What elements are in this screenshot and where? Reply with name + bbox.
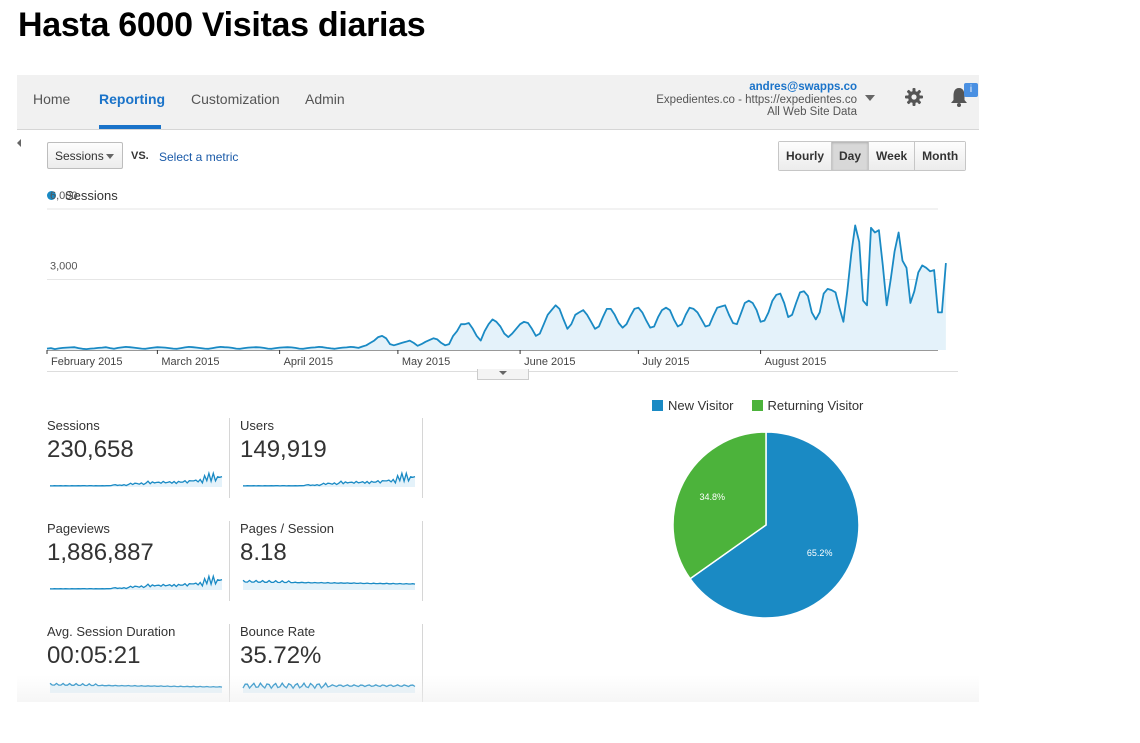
metric-label: Bounce Rate <box>240 624 316 639</box>
metric-dropdown-value: Sessions <box>55 149 104 163</box>
legend-swatch <box>751 400 763 411</box>
vs-label: VS. <box>131 150 149 162</box>
metric-label: Avg. Session Duration <box>47 624 176 639</box>
x-tick-label: May 2015 <box>402 356 450 368</box>
pie-legend: New Visitor Returning Visitor <box>652 398 863 413</box>
select-metric-link[interactable]: Select a metric <box>159 150 239 164</box>
sparkline-line <box>49 470 223 487</box>
chevron-down-icon <box>499 371 507 375</box>
account-view: All Web Site Data <box>767 106 857 118</box>
chevron-down-icon <box>106 154 114 159</box>
metric-card-sessions[interactable]: Sessions 230,658 <box>47 418 230 498</box>
active-tab-indicator <box>99 125 161 129</box>
metric-value: 230,658 <box>47 436 134 463</box>
gear-icon[interactable] <box>904 87 924 107</box>
tab-reporting[interactable]: Reporting <box>99 91 166 107</box>
pie-legend-returning-visitor[interactable]: Returning Visitor <box>751 398 864 413</box>
bottom-fade <box>17 675 979 702</box>
metric-card-users[interactable]: Users 149,919 <box>240 418 423 498</box>
metric-value: 00:05:21 <box>47 642 141 669</box>
metric-value: 35.72% <box>240 642 322 669</box>
y-tick-label: 3,000 <box>50 261 78 273</box>
x-tick-label: June 2015 <box>524 356 575 368</box>
metric-label: Pages / Session <box>240 521 334 536</box>
legend-label: New Visitor <box>668 398 734 413</box>
sparkline <box>49 573 223 590</box>
top-nav-bar: Home Reporting Customization Admin andre… <box>17 75 979 130</box>
page-headline: Hasta 6000 Visitas diarias <box>18 6 426 44</box>
granularity-month-button[interactable]: Month <box>915 142 966 170</box>
sparkline-area <box>243 473 415 487</box>
account-email: andres@swapps.co <box>749 81 857 93</box>
metric-card-pages-per-session[interactable]: Pages / Session 8.18 <box>240 521 423 601</box>
y-tick-label: 6,000 <box>50 190 78 202</box>
pie-slice <box>672 431 767 580</box>
tab-customization[interactable]: Customization <box>191 91 280 107</box>
legend-swatch <box>652 400 663 411</box>
metric-label: Sessions <box>47 418 100 433</box>
sessions-line-chart: 6,000 3,000 February 2015 March 2015 April 2… <box>46 190 947 368</box>
x-tick-label: April 2015 <box>284 356 334 368</box>
account-property: Expedientes.co - https://expedientes.co <box>656 93 857 106</box>
tab-admin[interactable]: Admin <box>305 91 345 107</box>
granularity-switch: Hourly Day Week Month <box>778 141 967 171</box>
notification-badge: i <box>964 83 978 97</box>
x-tick-label: February 2015 <box>51 356 123 368</box>
sparkline <box>49 470 223 487</box>
legend-label: Returning Visitor <box>767 398 864 413</box>
x-tick-label: August 2015 <box>765 356 827 368</box>
sparkline-area <box>50 473 222 487</box>
chevron-down-icon[interactable] <box>865 95 875 101</box>
legend-label: Sessions <box>65 188 118 203</box>
sparkline <box>242 470 416 487</box>
x-tick-label: March 2015 <box>161 356 219 368</box>
metric-value: 1,886,887 <box>47 539 154 566</box>
sparkline <box>242 579 416 590</box>
bell-icon[interactable] <box>949 86 969 108</box>
pie-slice-label: 65.2% <box>807 548 833 558</box>
chart-legend: Sessions <box>47 188 118 203</box>
pie-slice-label: 34.8% <box>700 492 726 502</box>
metric-dropdown[interactable]: Sessions <box>47 142 123 169</box>
metric-value: 149,919 <box>240 436 327 463</box>
sessions-area <box>47 225 946 350</box>
sparkline-area <box>50 576 222 590</box>
pie-slice <box>689 431 860 619</box>
granularity-hourly-button[interactable]: Hourly <box>779 142 833 170</box>
sparkline-line <box>49 573 223 590</box>
metric-value: 8.18 <box>240 539 287 566</box>
sessions-line <box>46 224 947 350</box>
sparkline-line <box>242 470 416 487</box>
sparkline-area <box>243 580 415 590</box>
granularity-week-button[interactable]: Week <box>869 142 916 170</box>
granularity-day-button[interactable]: Day <box>832 142 870 170</box>
tab-home[interactable]: Home <box>33 91 71 107</box>
pie-legend-new-visitor[interactable]: New Visitor <box>652 398 734 413</box>
analytics-screenshot: Home Reporting Customization Admin andre… <box>17 75 979 702</box>
sidebar-collapse-icon[interactable] <box>17 139 21 147</box>
account-selector[interactable]: andres@swapps.co Expedientes.co - https:… <box>656 81 857 119</box>
chart-collapse-toggle[interactable] <box>477 369 529 380</box>
sparkline-line <box>242 579 416 585</box>
metric-label: Pageviews <box>47 521 110 536</box>
metric-card-pageviews[interactable]: Pageviews 1,886,887 <box>47 521 230 601</box>
legend-dot <box>47 191 56 200</box>
x-tick-label: July 2015 <box>642 356 689 368</box>
metric-label: Users <box>240 418 274 433</box>
